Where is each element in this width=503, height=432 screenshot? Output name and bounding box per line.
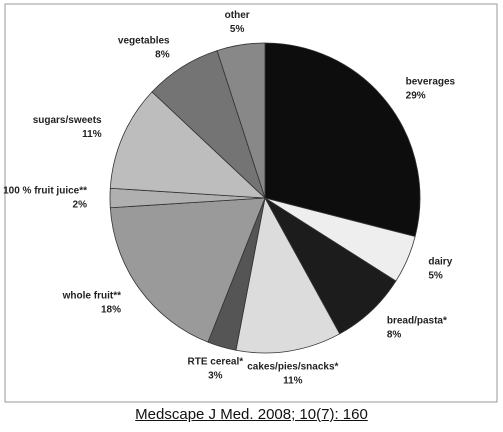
pie-slice [235, 196, 341, 354]
slice-value-label: 29% [406, 91, 426, 102]
slice-label: whole fruit** [62, 290, 121, 301]
slice-value-label: 5% [230, 24, 245, 35]
frame [4, 3, 498, 403]
slice-value-label: 11% [82, 129, 102, 140]
chart: beverages 29% dairy 5% bread/pasta* 8% cakes/p… [3, 3, 498, 403]
slice-label: other [225, 10, 250, 21]
pie-slice [109, 91, 267, 199]
caption: Medscape J Med. 2008; 10(7): 160 [135, 406, 368, 423]
slice-value-label: 8% [155, 49, 170, 60]
slice-label: cakes/pies/snacks* [247, 361, 338, 372]
slice-value-label: 8% [387, 329, 402, 340]
slice-value-label: 5% [428, 270, 443, 281]
slice-value-label: 18% [101, 304, 121, 315]
pie-slice [264, 42, 421, 238]
slice-label: beverages [406, 77, 456, 88]
slice-value-label: 11% [283, 375, 303, 386]
pie-slice [109, 197, 266, 343]
slice-label: bread/pasta* [387, 315, 447, 326]
slice-label: sugars/sweets [33, 115, 102, 126]
slice-value-label: 2% [73, 200, 88, 211]
slice-label: RTE cereal* [188, 357, 244, 368]
slice-label: 100 % fruit juice** [3, 186, 87, 197]
slice-label: vegetables [118, 35, 170, 46]
pie-slice [216, 42, 266, 199]
slice-label: dairy [428, 256, 452, 267]
slice-value-label: 3% [208, 371, 223, 382]
